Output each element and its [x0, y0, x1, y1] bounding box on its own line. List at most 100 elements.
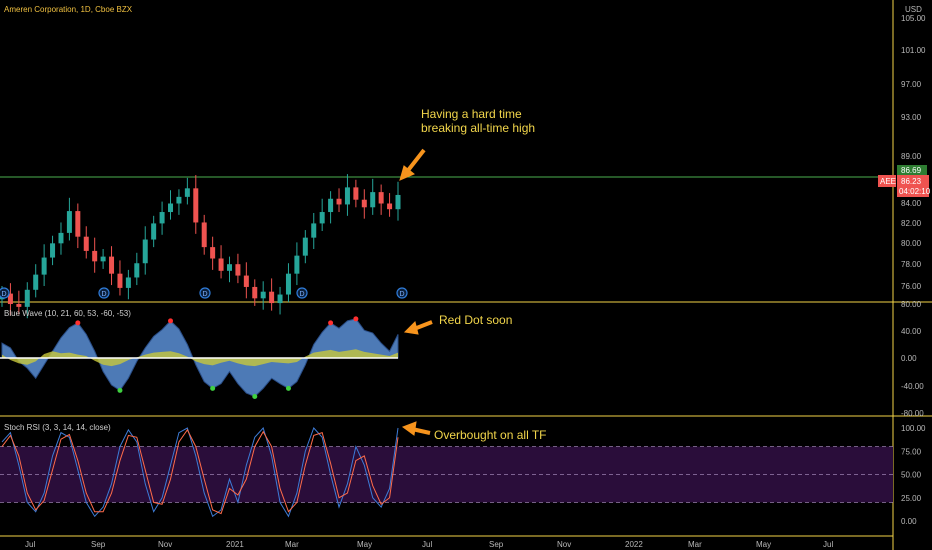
blue-wave-legend[interactable]: Blue Wave (10, 21, 60, 53, -60, -53) [4, 309, 131, 318]
wave-red-dot [168, 318, 174, 324]
candle-body [168, 203, 174, 213]
rsi-axis-tick: 75.00 [901, 447, 922, 456]
candle-body [109, 256, 115, 274]
price-axis-tick: 89.00 [901, 152, 922, 161]
wave-green-dot [285, 385, 291, 391]
candle-body [83, 236, 89, 251]
candle-body [33, 274, 39, 290]
price-axis-tick: 93.00 [901, 113, 922, 122]
price-axis-tick: 97.00 [901, 80, 922, 89]
wave-axis-tick: 80.00 [901, 300, 922, 309]
wave-red-dot [353, 316, 359, 322]
candle-body [24, 289, 30, 307]
candle-body [387, 203, 393, 210]
candle-body [395, 194, 401, 210]
rsi-axis-tick: 25.00 [901, 494, 922, 503]
wave-axis-tick: -80.00 [901, 409, 924, 418]
candle-body [344, 187, 350, 205]
dividend-marker-icon[interactable] [396, 287, 408, 299]
wave-green-dot [210, 385, 216, 391]
time-axis-tick: Jul [25, 540, 35, 549]
rsi-axis-tick: 0.00 [901, 517, 917, 526]
resistance-price-badge [897, 165, 927, 175]
blue-wave-signal-area [2, 349, 398, 367]
time-axis-tick: Sep [489, 540, 504, 549]
time-axis-tick: Sep [91, 540, 106, 549]
countdown-label: 04:02:10 [899, 187, 931, 196]
candle-body [16, 304, 22, 307]
time-axis-tick: Mar [688, 540, 702, 549]
candle-body [193, 188, 199, 223]
dividend-marker-label: D [300, 291, 305, 298]
blue-wave-area [1, 318, 399, 398]
candle-body [311, 223, 317, 238]
candle-body [294, 255, 300, 274]
candle-body [269, 291, 275, 304]
price-axis-tick: 78.00 [901, 260, 922, 269]
candle-body [328, 198, 334, 213]
candle-body [117, 273, 123, 288]
candle-body [243, 275, 249, 287]
dividend-marker-label: D [400, 291, 405, 298]
annotation-wave: Red Dot soon [439, 313, 512, 327]
candle-body [125, 277, 131, 288]
candle-body [218, 258, 224, 271]
stoch-rsi-line [1, 428, 399, 515]
dividend-marker-icon[interactable] [0, 287, 10, 299]
dividend-marker-label: D [102, 291, 107, 298]
candle-body [134, 263, 140, 278]
symbol-title[interactable]: Ameren Corporation, 1D, Cboe BZX [4, 5, 133, 14]
candle-body [66, 211, 72, 233]
last-price-badge [897, 175, 929, 197]
candle-body [184, 188, 190, 197]
candle-body [92, 250, 98, 262]
candle-body [226, 264, 232, 271]
price-axis-tick: 84.00 [901, 199, 922, 208]
candle-body [100, 256, 106, 262]
wave-axis-tick: 40.00 [901, 327, 922, 336]
last-price-label: 86.23 [901, 177, 922, 186]
price-axis-tick: 105.00 [901, 14, 926, 23]
price-axis-tick: 76.00 [901, 282, 922, 291]
time-axis-tick: Nov [557, 540, 571, 549]
candle-body [252, 286, 258, 299]
candle-body [75, 211, 81, 237]
candle-body [285, 273, 291, 295]
wave-axis-tick: 0.00 [901, 354, 917, 363]
ticker-label: AEE [880, 177, 896, 186]
wave-green-dot [117, 387, 123, 393]
candle-body [151, 223, 157, 240]
wave-green-dot [252, 393, 258, 399]
stoch-rsi-legend[interactable]: Stoch RSI (3, 3, 14, 14, close) [4, 423, 111, 432]
wave-red-dot [328, 320, 334, 326]
time-axis-tick: Jul [422, 540, 432, 549]
candle-body [277, 294, 283, 304]
candle-body [58, 232, 64, 244]
stoch-rsi-line [1, 427, 399, 518]
candle-body [142, 239, 148, 264]
candle-body [201, 222, 207, 248]
wave-axis-tick: -40.00 [901, 382, 924, 391]
candle-body [336, 198, 342, 205]
time-axis-tick: Nov [158, 540, 172, 549]
candle-body [7, 293, 13, 305]
rsi-axis-tick: 100.00 [901, 424, 926, 433]
dividend-marker-label: D [203, 291, 208, 298]
candle-body [159, 212, 165, 224]
annotation-price-line2: breaking all-time high [421, 121, 535, 135]
time-axis-tick: 2021 [226, 540, 244, 549]
candle-body [378, 192, 384, 204]
annotation-price-line1: Having a hard time [421, 107, 522, 121]
candle-body [50, 243, 56, 258]
resistance-price-label: 86.69 [901, 166, 922, 175]
candle-body [361, 199, 367, 208]
time-axis-tick: May [756, 540, 771, 549]
candle-body [176, 196, 182, 204]
time-axis-tick: Mar [285, 540, 299, 549]
dividend-marker-icon[interactable] [296, 287, 308, 299]
dividend-marker-icon[interactable] [199, 287, 211, 299]
ticker-badge [878, 175, 896, 187]
dividend-marker-icon[interactable] [98, 287, 110, 299]
time-axis-tick: Jul [823, 540, 833, 549]
